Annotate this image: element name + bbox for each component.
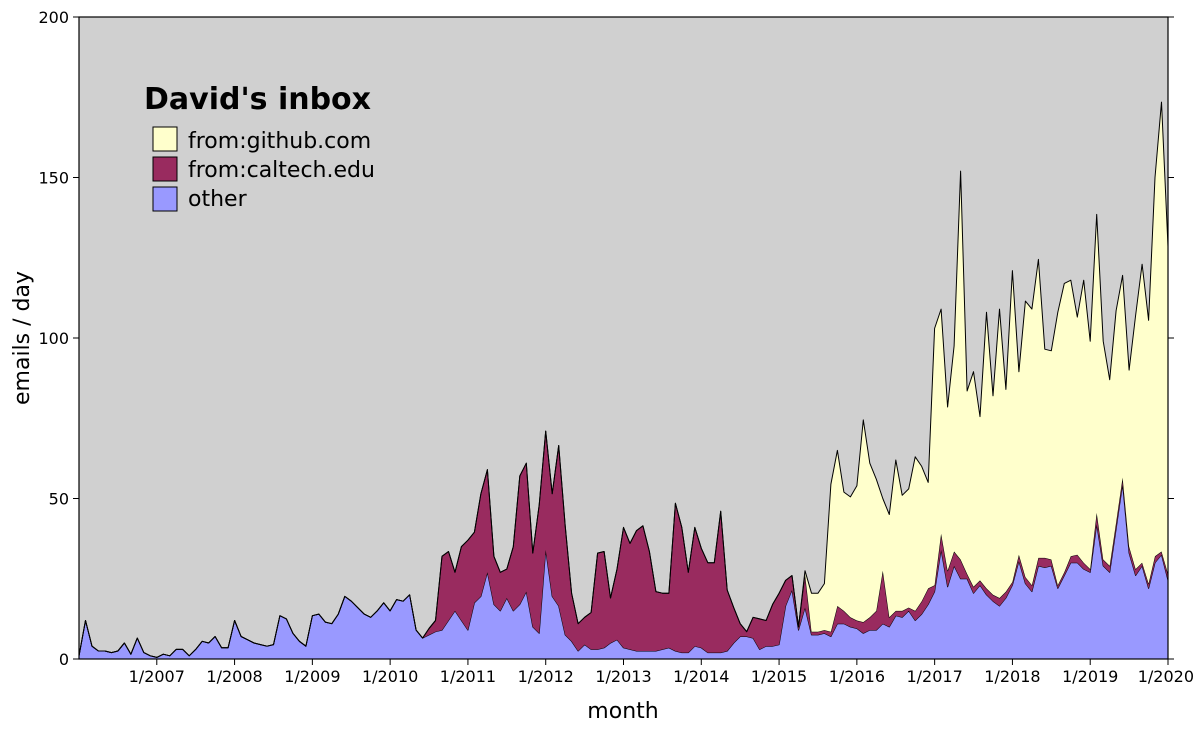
x-tick-label: 1/2020 <box>1138 667 1194 686</box>
y-tick-label: 50 <box>49 490 69 509</box>
x-tick-label: 1/2017 <box>906 667 962 686</box>
x-tick-label: 1/2013 <box>595 667 651 686</box>
legend: David's inbox from:github.com from:calte… <box>144 82 375 212</box>
area-from-caltech-edu <box>79 431 1168 658</box>
y-tick-label: 150 <box>38 169 69 188</box>
legend-swatch-caltech <box>152 156 178 182</box>
line-from-github-com <box>78 101 1169 658</box>
x-tick-label: 1/2018 <box>984 667 1040 686</box>
x-tick-label: 1/2011 <box>440 667 496 686</box>
y-tick-label: 0 <box>59 650 69 669</box>
legend-item-github: from:github.com <box>152 126 371 154</box>
x-tick-label: 1/2014 <box>673 667 729 686</box>
legend-item-other: other <box>152 186 248 212</box>
x-tick-label: 1/2016 <box>829 667 885 686</box>
y-axis-title: emails / day <box>10 271 35 405</box>
chart-title: David's inbox <box>144 82 371 117</box>
x-axis: 1/2007 1/2008 1/2009 1/2010 1/2011 1/2012 1/20… <box>129 659 1194 686</box>
legend-swatch-github <box>152 126 178 152</box>
x-tick-label: 1/2007 <box>129 667 185 686</box>
x-tick-label: 1/2015 <box>751 667 807 686</box>
x-tick-label: 1/2012 <box>518 667 574 686</box>
legend-item-caltech: from:caltech.edu <box>152 156 375 183</box>
legend-label-caltech: from:caltech.edu <box>188 158 375 183</box>
x-tick-label: 1/2019 <box>1062 667 1118 686</box>
area-series-group <box>78 101 1169 659</box>
x-tick-label: 1/2010 <box>362 667 418 686</box>
y-tick-label: 200 <box>38 8 69 27</box>
x-tick-label: 1/2009 <box>284 667 340 686</box>
y-tick-label: 100 <box>38 329 69 348</box>
x-tick-label: 1/2008 <box>206 667 262 686</box>
y-axis: 0 50 100 150 200 <box>38 8 1174 669</box>
area-other <box>79 484 1168 659</box>
x-axis-title: month <box>587 699 658 724</box>
area-from-github-com <box>79 102 1168 658</box>
legend-swatch-other <box>152 186 178 212</box>
legend-label-other: other <box>188 187 248 212</box>
legend-label-github: from:github.com <box>188 129 371 154</box>
